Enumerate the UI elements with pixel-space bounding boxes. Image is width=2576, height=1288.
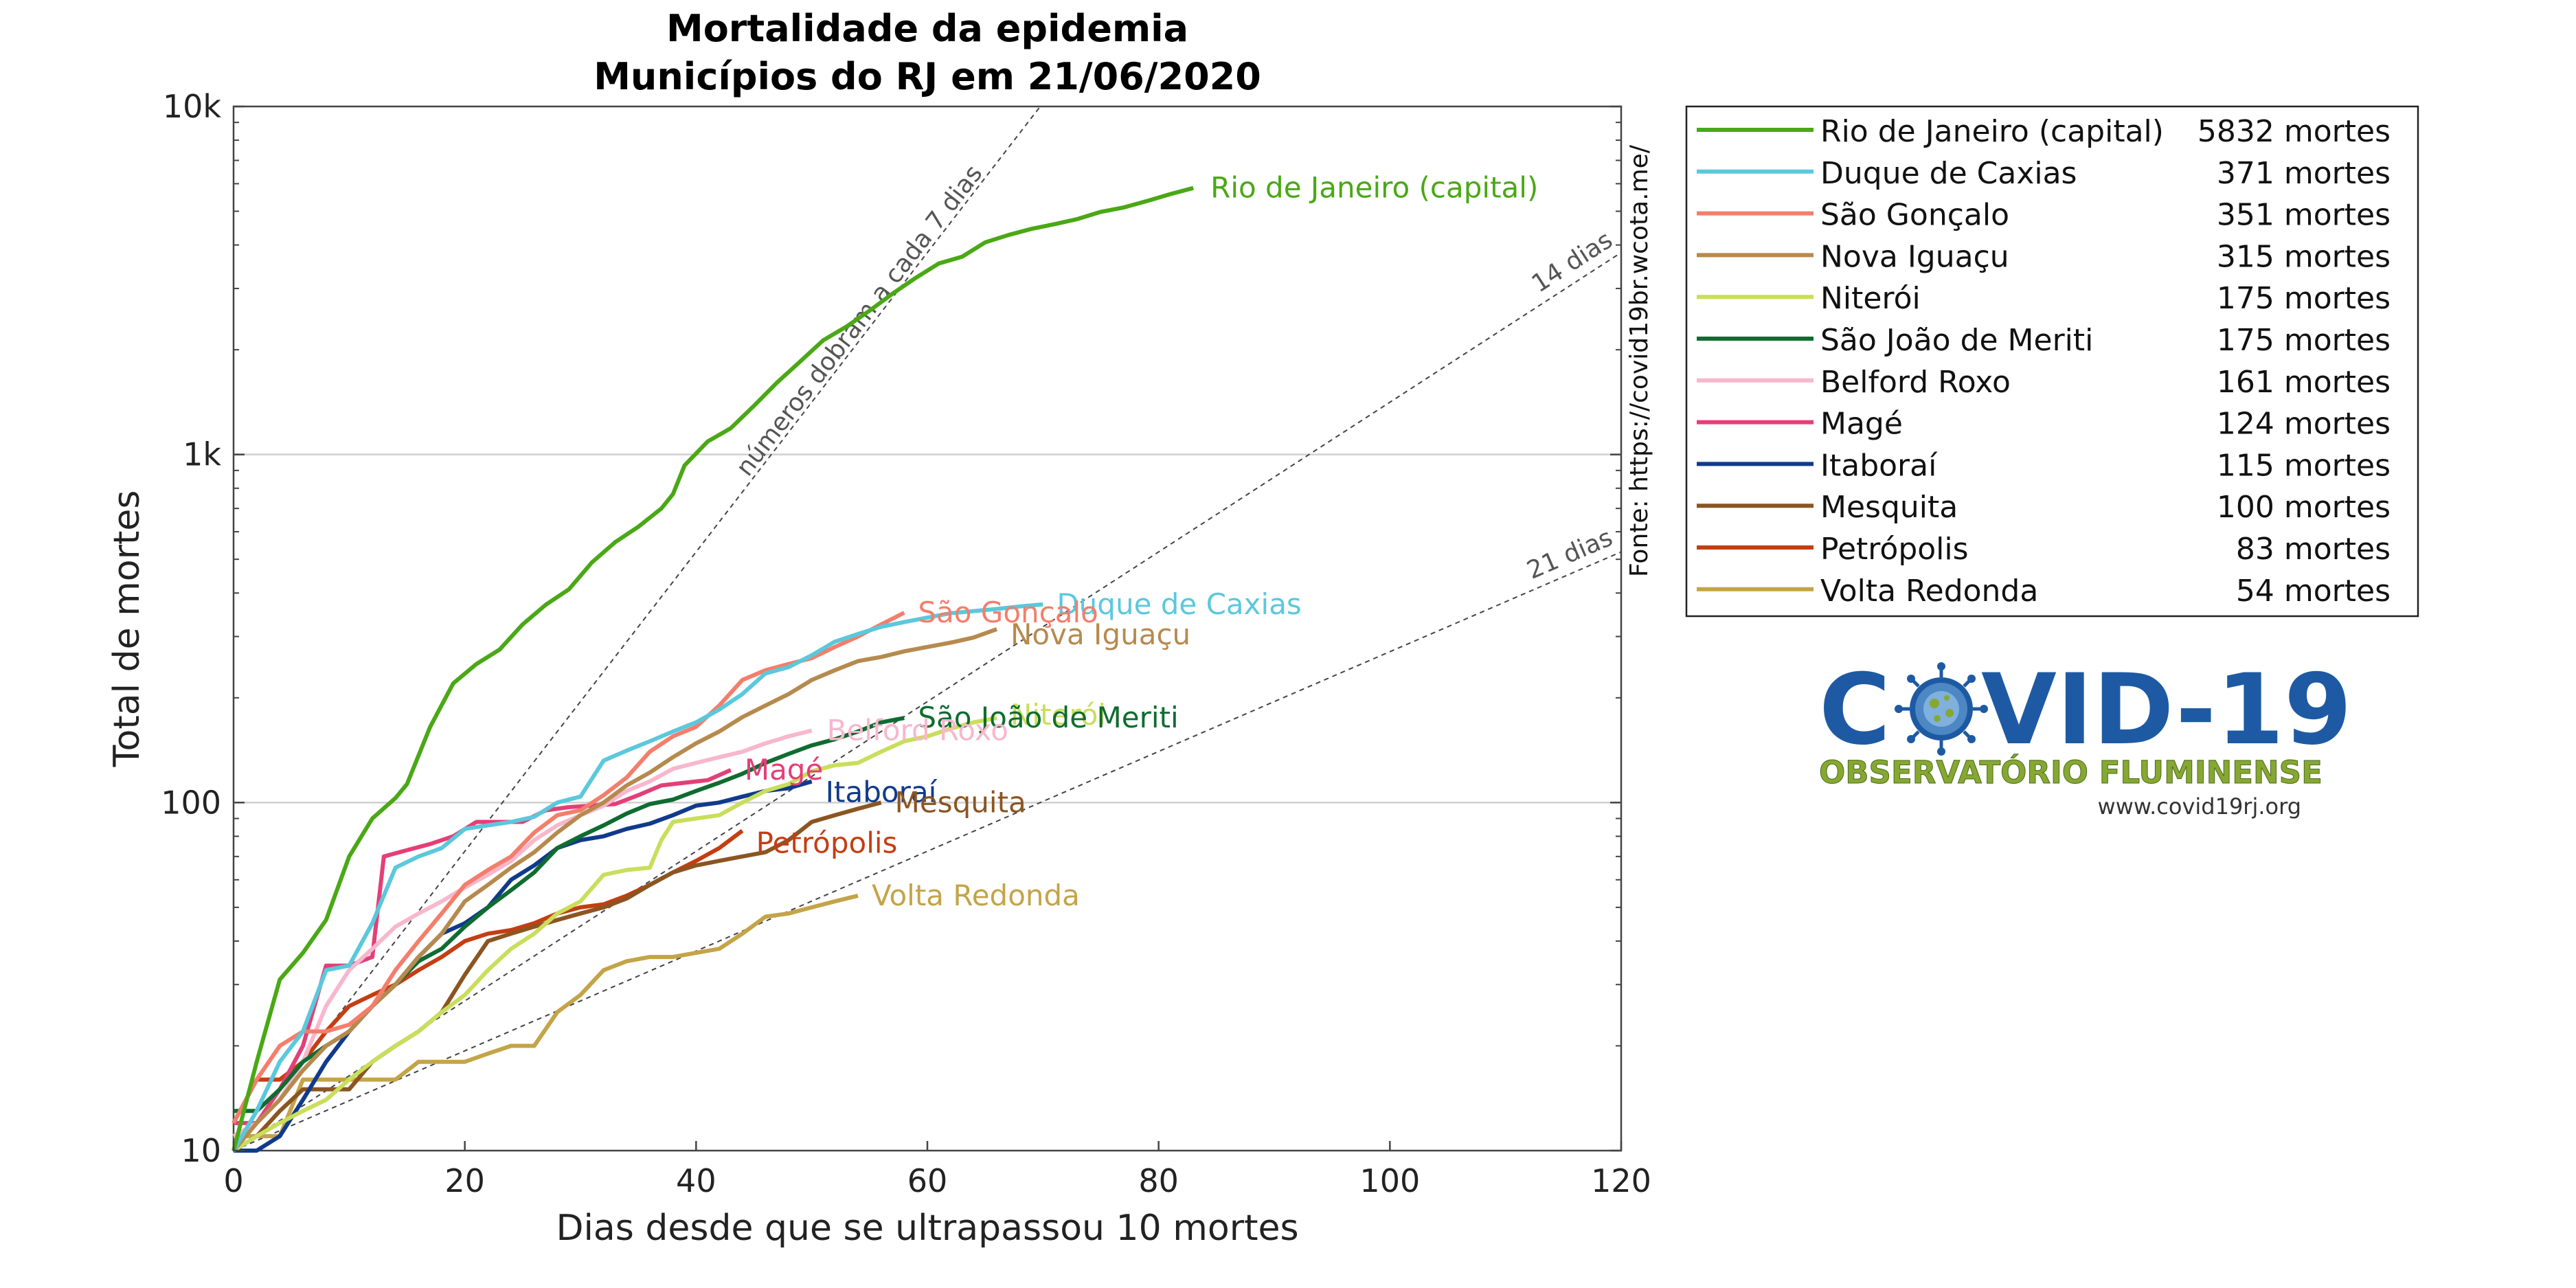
logo: C: [1819, 653, 2352, 820]
legend-value: 124 mortes: [2217, 407, 2391, 442]
series-end-labels: Rio de Janeiro (capital)Duque de CaxiasS…: [745, 171, 1539, 912]
x-tick-label: 60: [907, 1162, 948, 1199]
chart-title-line-2: Municípios do RJ em 21/06/2020: [594, 55, 1261, 98]
legend-value: 100 mortes: [2217, 490, 2391, 525]
y-tick-label: 10: [181, 1132, 221, 1169]
y-tick-label: 10k: [163, 88, 222, 125]
legend-label: Duque de Caxias: [1820, 156, 2077, 191]
legend-value: 54 mortes: [2236, 574, 2391, 609]
source-note: Fonte: https://covid19br.wcota.me/: [1625, 144, 1653, 577]
reference-line-14-days: [233, 251, 1622, 1151]
legend-value: 315 mortes: [2217, 239, 2391, 274]
series-end-label: Petrópolis: [756, 826, 898, 859]
y-tick-label: 100: [161, 784, 221, 821]
x-tick-label: 0: [223, 1162, 243, 1199]
series-line-itabora-: [234, 779, 813, 1153]
series-end-label: Belford Roxo: [827, 714, 1008, 747]
legend-label: Nova Iguaçu: [1820, 239, 2009, 274]
series-line-nova-igua-u: [231, 627, 998, 1152]
legend-label: Volta Redonda: [1820, 574, 2038, 609]
logo-c: C: [1819, 653, 1890, 767]
series-end-label: Nova Iguaçu: [1010, 618, 1190, 651]
series-end-label: Magé: [745, 753, 823, 787]
series-end-label: São Gonçalo: [918, 596, 1098, 629]
series-end-label: Mesquita: [895, 785, 1026, 819]
legend-label: Rio de Janeiro (capital): [1820, 114, 2164, 149]
series-end-label: Niterói: [1010, 698, 1106, 732]
series-line-belford-roxo: [232, 728, 813, 1138]
x-tick-label: 80: [1138, 1162, 1179, 1199]
legend-box: [1685, 105, 2419, 618]
x-tick-label: 100: [1359, 1162, 1420, 1199]
legend-value: 83 mortes: [2236, 532, 2391, 567]
reference-line-7-days: [233, 106, 1041, 1151]
y-axis-label: Total de mortes: [106, 490, 148, 768]
series-line-volta-redonda: [234, 893, 859, 1138]
legend-value: 115 mortes: [2217, 448, 2391, 483]
x-axis-label: Dias desde que se ultrapassou 10 mortes: [556, 1208, 1298, 1249]
series-lines: [231, 185, 1194, 1153]
reference-line-21-days: [233, 551, 1622, 1151]
legend-value: 175 mortes: [2217, 281, 2391, 316]
logo-vid19: VID-19: [1981, 653, 2352, 767]
legend-value: 175 mortes: [2217, 323, 2391, 358]
series-end-label: Itaboraí: [826, 776, 938, 809]
legend-label: Itaboraí: [1820, 448, 1938, 483]
grid-lines: [234, 453, 1621, 804]
legend-value: 371 mortes: [2217, 156, 2391, 191]
series-end-label: Rio de Janeiro (capital): [1210, 171, 1538, 205]
x-tick-label: 40: [676, 1162, 716, 1199]
legend-label: Petrópolis: [1820, 532, 1969, 567]
y-tick-label: 1k: [183, 436, 221, 473]
legend-label: Mesquita: [1820, 490, 1958, 525]
series-end-label: São João de Meriti: [918, 701, 1178, 734]
legend: Rio de Janeiro (capital) 5832 mortes Duque…: [1685, 105, 2419, 618]
series-end-label: Duque de Caxias: [1057, 587, 1302, 621]
series-line-mesquita: [232, 800, 882, 1153]
legend-value: 5832 mortes: [2197, 114, 2391, 149]
logo-subtitle: OBSERVATÓRIO FLUMINENSE: [1819, 754, 2323, 791]
chart-title-line-1: Mortalidade da epidemia: [666, 7, 1188, 50]
series-end-label: Volta Redonda: [872, 879, 1080, 912]
legend-label: São Gonçalo: [1820, 198, 2009, 233]
legend-label: Niterói: [1820, 281, 1921, 316]
x-tick-label: 120: [1591, 1162, 1651, 1199]
legend-value: 161 mortes: [2217, 365, 2391, 400]
series-line-duque-de-caxias: [231, 602, 1043, 1152]
series-line-niter-i: [232, 716, 997, 1153]
logo-url: www.covid19rj.org: [2098, 793, 2301, 820]
legend-label: Belford Roxo: [1820, 365, 2011, 400]
legend-label: Magé: [1820, 407, 1903, 442]
legend-label: São João de Meriti: [1820, 323, 2093, 358]
virus-icon: [1895, 662, 1988, 756]
x-tick-label: 20: [444, 1162, 485, 1199]
axes: 0 20 40 60 80 100 120 10 100 1k 10k: [161, 88, 1651, 1199]
legend-value: 351 mortes: [2217, 198, 2391, 233]
series-line-rio-de-janeiro-capital-: [231, 185, 1194, 1151]
